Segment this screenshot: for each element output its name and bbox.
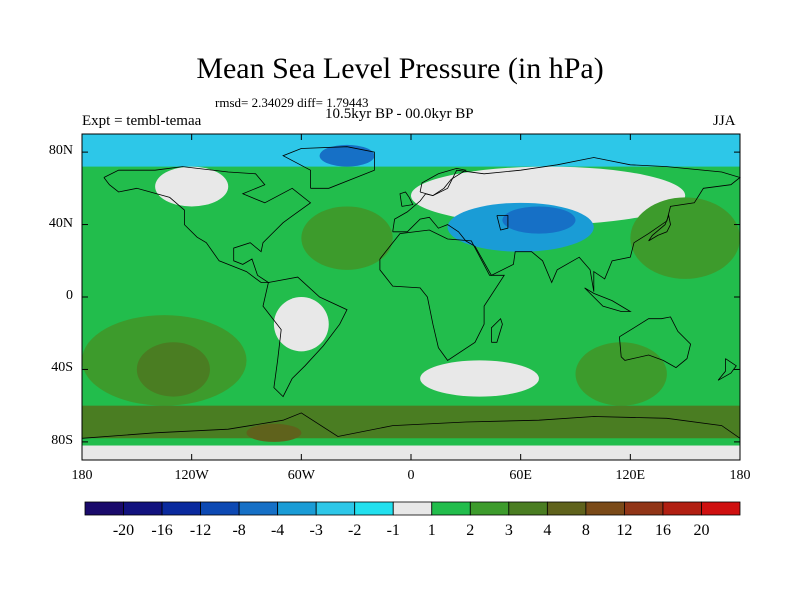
coastline-north-america bbox=[103, 166, 312, 283]
coastline-britain bbox=[399, 191, 414, 207]
chart-subtitle: 10.5kyr BP - 00.0kyr BP bbox=[325, 106, 474, 122]
season-label: JJA bbox=[713, 113, 736, 129]
colorbar-label: 2 bbox=[466, 522, 475, 539]
field-atlantic-high-n bbox=[301, 206, 393, 270]
y-tick-label: 80N bbox=[48, 143, 73, 159]
y-tick-label: 40S bbox=[51, 360, 73, 376]
colorbar-label: 20 bbox=[693, 522, 710, 539]
colorbar-label: 12 bbox=[616, 522, 633, 539]
stats-line: rmsd= 2.34029 diff= 1.79443 bbox=[215, 95, 369, 110]
y-tick-label: 80S bbox=[51, 432, 73, 448]
y-tick-label: 40N bbox=[48, 215, 73, 231]
coastline-africa bbox=[379, 229, 505, 361]
colorbar-swatch bbox=[624, 501, 664, 516]
coastline-eurasia bbox=[392, 157, 741, 292]
colorbar-swatch bbox=[354, 501, 394, 516]
colorbar-label: -20 bbox=[112, 522, 135, 539]
colorbar-swatch bbox=[662, 501, 702, 516]
coastlines bbox=[81, 146, 741, 439]
pressure-field bbox=[82, 134, 741, 460]
coastline-scandinavia bbox=[419, 167, 467, 197]
colorbar-swatch bbox=[238, 501, 279, 516]
colorbar-swatch bbox=[701, 501, 741, 516]
colorbar-label: -12 bbox=[189, 522, 212, 539]
field-greenland-blue bbox=[319, 144, 375, 167]
colorbar-swatch bbox=[585, 501, 625, 516]
x-tick-label: 60E bbox=[509, 468, 532, 483]
colorbar-label: 16 bbox=[654, 522, 671, 539]
experiment-label: Expt = tembl-temaa bbox=[82, 113, 202, 129]
field-pacific-high-nw bbox=[630, 197, 741, 279]
colorbar-swatch bbox=[392, 501, 433, 516]
colorbar-swatch bbox=[315, 501, 356, 516]
coastline-japan bbox=[648, 214, 671, 242]
x-tick-label: 120W bbox=[174, 468, 209, 483]
colorbar-label: -3 bbox=[309, 522, 323, 539]
field-southern-ocean-brown bbox=[82, 405, 740, 439]
field-north-america-white bbox=[155, 166, 229, 207]
coastline-south-america bbox=[262, 276, 348, 398]
field-antarctic-white bbox=[82, 445, 740, 460]
field-south-pacific-core bbox=[136, 342, 210, 397]
x-tick-label: 0 bbox=[407, 468, 415, 483]
coastline-greenland bbox=[282, 146, 375, 189]
colorbar-label: -1 bbox=[386, 522, 400, 539]
colorbar-swatch bbox=[469, 501, 510, 516]
colorbar-label: -2 bbox=[348, 522, 362, 539]
colorbar-label: -16 bbox=[151, 522, 173, 539]
colorbar-swatch bbox=[546, 501, 587, 516]
x-tick-label: 180 bbox=[729, 468, 751, 483]
colorbar-label: -4 bbox=[270, 522, 285, 539]
colorbar-swatch bbox=[123, 501, 163, 516]
x-tick-label: 180 bbox=[71, 468, 93, 483]
coastline-newzealand bbox=[717, 358, 737, 381]
colorbar-label: 1 bbox=[427, 522, 436, 539]
field-asia-low-core bbox=[502, 206, 576, 234]
coastline-antarctica bbox=[81, 412, 741, 439]
colorbar-swatch bbox=[161, 501, 201, 516]
y-tick-label: 0 bbox=[66, 288, 73, 303]
colorbar-label: 4 bbox=[543, 522, 552, 539]
colorbar-swatch bbox=[277, 501, 317, 516]
colorbar-swatch bbox=[200, 501, 240, 516]
colorbar-label: -8 bbox=[232, 522, 246, 539]
x-tick-label: 120E bbox=[615, 468, 646, 483]
colorbar-label: 8 bbox=[581, 522, 590, 539]
coastline-australia bbox=[619, 316, 692, 369]
colorbar-label: 3 bbox=[504, 522, 513, 539]
field-southern-core bbox=[246, 423, 302, 442]
colorbar-swatch bbox=[84, 501, 124, 516]
x-tick-label: 60W bbox=[287, 468, 315, 483]
coastline-caspian bbox=[496, 215, 509, 231]
axis-ticks bbox=[81, 134, 741, 460]
field-south-atlantic-white bbox=[420, 360, 539, 397]
colorbar bbox=[84, 501, 741, 516]
field-indian-high bbox=[575, 342, 667, 406]
coastline-indonesia bbox=[584, 287, 632, 312]
colorbar-swatch bbox=[508, 501, 548, 516]
chart-title: Mean Sea Level Pressure (in hPa) bbox=[196, 52, 604, 85]
field-south-america-white bbox=[273, 297, 329, 352]
colorbar-swatch bbox=[431, 501, 471, 516]
coastline-madagascar bbox=[490, 317, 503, 343]
